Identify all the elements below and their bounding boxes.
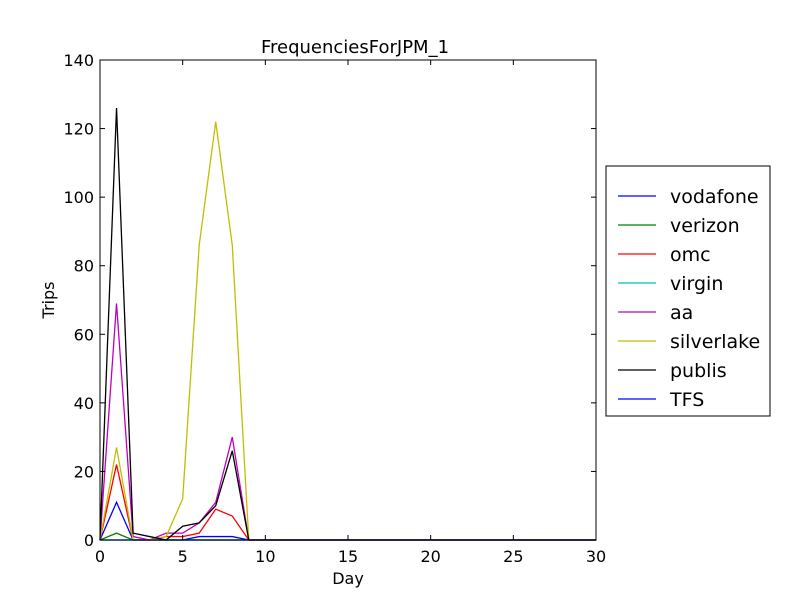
series-line-publis	[99, 107, 596, 541]
legend-box	[605, 165, 771, 417]
y-tick-label: 120	[63, 120, 94, 139]
x-tick-label: 15	[338, 547, 358, 566]
legend-label-virgin: virgin	[670, 273, 723, 295]
chart-title: FrequenciesForJPM_1	[261, 37, 449, 58]
y-tick-label: 40	[74, 394, 94, 413]
x-tick-label: 20	[420, 547, 440, 566]
plot-lines	[99, 107, 596, 541]
y-axis-label: Trips	[39, 282, 58, 320]
y-tick-label: 80	[74, 257, 94, 276]
legend-label-vodafone: vodafone	[670, 186, 759, 208]
x-tick-label: 10	[255, 547, 275, 566]
x-tick-label: 5	[178, 547, 188, 566]
y-tick-label: 20	[74, 462, 94, 481]
legend-label-verizon: verizon	[670, 215, 740, 237]
y-tick-label: 0	[84, 531, 94, 550]
y-tick-label: 60	[74, 325, 94, 344]
x-axis-label: Day	[332, 569, 364, 588]
legend-label-omc: omc	[670, 244, 711, 266]
legend-label-publis: publis	[670, 360, 727, 382]
x-tick-label: 25	[503, 547, 523, 566]
series-line-silverlake	[99, 121, 596, 541]
series-line-omc	[99, 464, 596, 541]
series-line-vodafone	[99, 500, 596, 541]
legend: vodafone verizon omc virgin aa silverlake publ…	[605, 165, 771, 417]
legend-label-aa: aa	[670, 302, 693, 324]
x-tick-label: 0	[95, 547, 105, 566]
legend-label-silverlake: silverlake	[670, 331, 760, 353]
legend-label-tfs: TFS	[669, 389, 704, 411]
series-line-aa	[99, 303, 596, 541]
y-tick-label: 140	[63, 51, 94, 70]
axis-ticks: 0 5 10 15 20 25 30 0 20 40 60 80 100 120 140	[63, 51, 606, 566]
x-tick-label: 30	[586, 547, 606, 566]
plot-frame	[99, 59, 597, 541]
y-tick-label: 100	[63, 188, 94, 207]
